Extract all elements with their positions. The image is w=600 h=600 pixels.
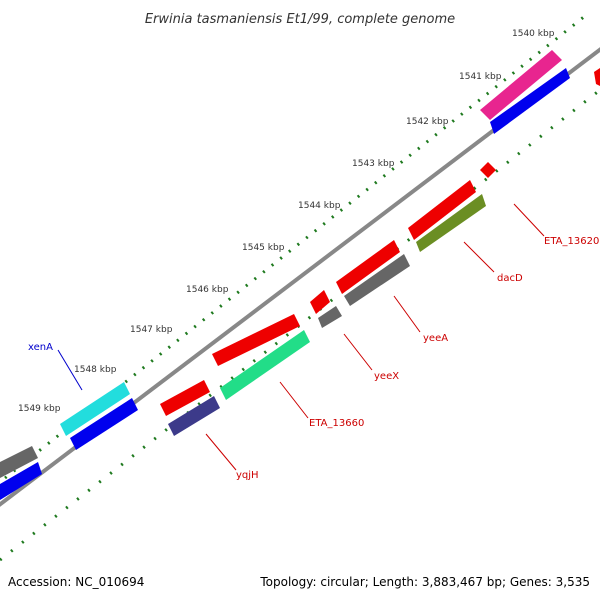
gene-feature[interactable]	[310, 290, 330, 314]
leader-dacD	[463, 241, 495, 273]
tick-label-1547: 1547 kbp	[130, 325, 173, 335]
inner-gene-row	[0, 68, 570, 500]
genome-summary-text: Topology: circular; Length: 3,883,467 bp…	[259, 575, 590, 589]
gene-label-yeeA[interactable]: yeeA	[423, 333, 448, 344]
leader-yqjH	[205, 433, 237, 471]
gene-label-xenA[interactable]: xenA	[28, 342, 53, 353]
gene-feature[interactable]	[0, 446, 38, 478]
tick-label-1541: 1541 kbp	[459, 72, 502, 82]
gene-feature[interactable]	[160, 380, 210, 416]
gene-feature[interactable]	[70, 398, 138, 450]
leader-yeeA	[393, 295, 421, 333]
tick-labels: 1540 kbp 1541 kbp 1542 kbp 1543 kbp 1544…	[18, 29, 555, 414]
leader-yeeX	[343, 333, 373, 371]
gene-feature[interactable]	[480, 162, 496, 178]
tick-label-1549: 1549 kbp	[18, 404, 61, 414]
map-title: Erwinia tasmaniensis Et1/99, complete ge…	[145, 12, 455, 27]
gene-feature[interactable]	[168, 396, 220, 436]
accession-text: Accession: NC_010694	[8, 575, 144, 589]
gene-feature[interactable]	[60, 382, 130, 436]
gene-feature[interactable]	[490, 68, 570, 134]
outer-gene-row	[0, 50, 600, 478]
tick-label-1546: 1546 kbp	[186, 285, 229, 295]
gene-labels: xenA ETA_13620 dacD yeeA yeeX ETA_13660 …	[28, 236, 599, 481]
tick-label-1544: 1544 kbp	[298, 201, 341, 211]
gene-label-yeeX[interactable]: yeeX	[374, 371, 399, 382]
gene-feature[interactable]	[480, 50, 562, 120]
gene-feature[interactable]	[318, 306, 342, 328]
inner-tick-ring	[0, 88, 600, 562]
gene-label-ETA_13660[interactable]: ETA_13660	[309, 418, 364, 429]
leader-ETA_13660	[279, 381, 309, 419]
gene-feature[interactable]	[344, 254, 410, 306]
gene-feature[interactable]	[212, 314, 300, 366]
gene-label-dacD[interactable]: dacD	[497, 273, 523, 284]
tick-label-1545: 1545 kbp	[242, 243, 285, 253]
gene-label-yqjH[interactable]: yqjH	[236, 470, 259, 481]
gene-feature[interactable]	[336, 240, 400, 294]
tick-label-1543: 1543 kbp	[352, 159, 395, 169]
gene-feature[interactable]	[416, 194, 486, 252]
tick-label-1548: 1548 kbp	[74, 365, 117, 375]
tick-label-1540: 1540 kbp	[512, 29, 555, 39]
gene-label-ETA_13620[interactable]: ETA_13620	[544, 236, 599, 247]
label-leaders	[57, 203, 545, 471]
leader-ETA_13620	[513, 203, 545, 237]
gene-feature[interactable]	[408, 180, 476, 240]
gene-feature[interactable]	[0, 462, 42, 500]
tick-label-1542: 1542 kbp	[406, 117, 449, 127]
gene-feature[interactable]	[594, 68, 600, 86]
gene-feature[interactable]	[220, 330, 310, 400]
leader-xenA	[57, 349, 83, 391]
